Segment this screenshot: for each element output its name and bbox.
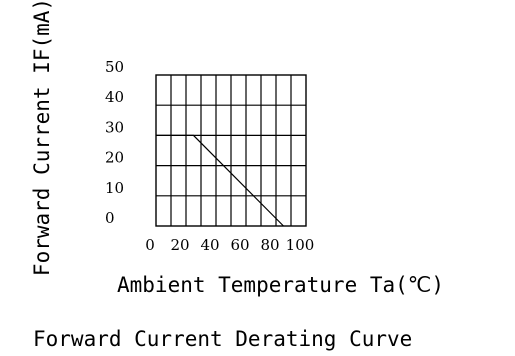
x-tick-label: 100 [286,236,315,254]
y-tick-labels: 0 10 20 30 40 50 [105,58,124,227]
derating-curve-line [156,134,284,227]
x-tick-label: 40 [200,236,219,254]
chart-title: Forward Current Derating Curve [33,327,412,351]
y-axis-label: Forward Current IF(mA) [30,0,54,276]
x-axis-label: Ambient Temperature Ta(℃) [117,273,444,297]
x-tick-label: 20 [170,236,189,254]
x-tick-labels: 0 20 40 60 80 100 [145,236,314,254]
series-layer [156,134,284,227]
x-tick-label: 60 [230,236,249,254]
y-tick-label: 10 [105,179,124,197]
y-tick-label: 30 [105,118,124,136]
y-tick-label: 40 [105,88,124,106]
x-tick-label: 80 [260,236,279,254]
y-tick-label: 20 [105,149,124,167]
plot-frame [155,74,307,227]
y-tick-label: 50 [105,58,124,76]
grid [156,75,306,226]
y-tick-label: 0 [105,209,115,227]
x-tick-label: 0 [145,236,155,254]
